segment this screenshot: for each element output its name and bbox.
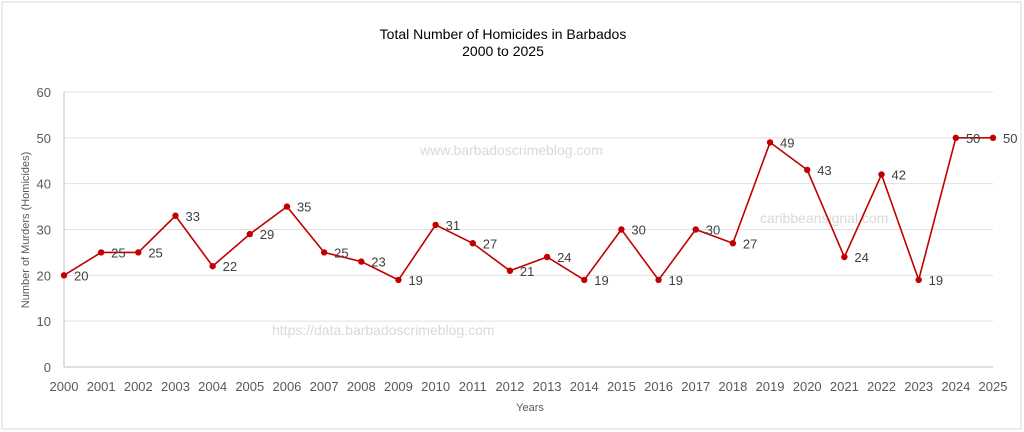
y-tick-label: 50	[37, 131, 51, 146]
data-label: 33	[185, 209, 199, 224]
x-tick-label: 2007	[310, 379, 339, 394]
data-label: 35	[297, 200, 311, 215]
data-point	[432, 221, 439, 229]
data-point	[655, 276, 662, 284]
data-label: 27	[483, 236, 497, 251]
data-label: 30	[706, 223, 720, 238]
data-point	[692, 226, 699, 233]
watermark: caribbeansignal.com	[760, 210, 888, 226]
data-point	[97, 249, 105, 256]
y-tick-label: 40	[37, 177, 51, 192]
x-tick-label: 2010	[421, 379, 450, 394]
data-label: 24	[557, 250, 571, 265]
data-label: 49	[780, 135, 794, 150]
y-axis-title: Number of Murders (Homicides)	[20, 152, 32, 308]
data-point	[60, 272, 68, 279]
data-point	[841, 253, 848, 261]
data-label: 30	[631, 223, 645, 238]
y-tick-label: 60	[37, 85, 51, 100]
x-tick-label: 2022	[867, 379, 896, 394]
data-point	[989, 134, 997, 142]
data-point	[135, 249, 142, 256]
y-tick-label: 20	[37, 268, 51, 283]
data-point	[209, 262, 216, 270]
watermark: https://data.barbadoscrimeblog.com	[272, 322, 495, 338]
data-label: 25	[334, 245, 348, 260]
data-point	[469, 240, 476, 247]
data-label: 50	[966, 131, 980, 146]
data-point	[618, 226, 625, 233]
data-point	[878, 171, 885, 178]
data-point	[358, 258, 365, 265]
data-point	[395, 276, 402, 284]
data-label: 42	[892, 168, 906, 183]
data-point	[506, 267, 514, 274]
x-tick-label: 2024	[941, 379, 970, 394]
x-tick-label: 2004	[198, 379, 227, 394]
data-label: 29	[260, 227, 274, 242]
data-label: 19	[669, 273, 683, 288]
x-tick-label: 2018	[718, 379, 747, 394]
x-tick-label: 2003	[161, 379, 190, 394]
data-point	[320, 249, 328, 256]
data-label: 19	[408, 273, 422, 288]
x-tick-label: 2021	[830, 379, 859, 394]
x-tick-label: 2009	[384, 379, 413, 394]
series-line	[63, 137, 993, 283]
data-label: 24	[854, 250, 868, 265]
y-tick-label: 0	[44, 360, 51, 375]
x-tick-label: 2016	[644, 379, 673, 394]
data-label: 22	[223, 259, 237, 274]
x-tick-label: 2002	[124, 379, 153, 394]
data-label: 20	[74, 268, 88, 283]
x-tick-label: 2025	[979, 379, 1008, 394]
data-label: 19	[594, 273, 608, 288]
x-axis-title: Years	[516, 402, 544, 414]
data-label: 25	[148, 245, 162, 260]
x-tick-label: 2005	[235, 379, 264, 394]
x-tick-label: 2014	[570, 379, 599, 394]
data-label: 31	[446, 218, 460, 233]
chart-subtitle: 2000 to 2025	[462, 43, 544, 59]
data-point	[952, 134, 960, 142]
data-label: 23	[371, 255, 385, 270]
data-label: 27	[743, 236, 757, 251]
data-point	[915, 276, 922, 284]
data-label: 50	[1003, 131, 1017, 146]
data-point	[581, 276, 588, 284]
x-tick-label: 2015	[607, 379, 636, 394]
data-label: 25	[111, 245, 125, 260]
data-point	[246, 230, 253, 238]
data-point	[543, 253, 551, 261]
x-tick-label: 2011	[459, 379, 487, 394]
data-point	[804, 166, 811, 174]
x-tick-label: 2013	[533, 379, 562, 394]
data-label: 19	[929, 273, 943, 288]
data-label: 21	[520, 264, 534, 279]
x-tick-label: 2012	[495, 379, 524, 394]
data-point	[172, 212, 179, 219]
x-tick-label: 2006	[272, 379, 301, 394]
x-tick-label: 2008	[347, 379, 376, 394]
x-tick-label: 2019	[756, 379, 785, 394]
x-tick-label: 2020	[793, 379, 822, 394]
y-tick-label: 30	[37, 223, 51, 238]
x-tick-label: 2017	[681, 379, 710, 394]
watermark: www.barbadoscrimeblog.com	[419, 142, 603, 158]
x-tick-label: 2001	[87, 379, 116, 394]
chart-title: Total Number of Homicides in Barbados	[380, 26, 627, 42]
x-tick-label: 2023	[904, 379, 933, 394]
y-tick-label: 10	[37, 314, 51, 329]
data-point	[766, 139, 774, 146]
data-point	[283, 203, 291, 210]
data-label: 43	[817, 163, 831, 178]
data-point	[729, 240, 737, 247]
x-tick-label: 2000	[50, 379, 79, 394]
